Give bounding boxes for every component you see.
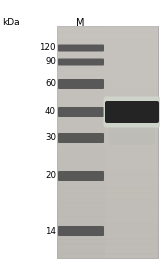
FancyBboxPatch shape — [105, 101, 159, 123]
FancyBboxPatch shape — [58, 79, 104, 89]
Bar — [57, 235, 158, 240]
Bar — [57, 54, 158, 59]
Bar — [57, 216, 158, 221]
Bar — [57, 119, 158, 124]
Bar — [57, 188, 158, 193]
Bar — [57, 49, 158, 54]
FancyBboxPatch shape — [104, 97, 160, 127]
Bar — [57, 40, 158, 45]
FancyBboxPatch shape — [58, 59, 104, 66]
Bar — [57, 244, 158, 249]
FancyBboxPatch shape — [58, 171, 104, 181]
Bar — [57, 26, 158, 31]
Bar — [109, 123, 155, 145]
Bar — [57, 91, 158, 96]
Bar — [57, 175, 158, 180]
Bar — [57, 31, 158, 36]
Bar — [57, 128, 158, 133]
Bar — [57, 226, 158, 231]
Bar — [57, 253, 158, 258]
Bar — [57, 198, 158, 203]
Bar — [57, 26, 158, 258]
Bar — [57, 35, 158, 40]
Bar — [57, 212, 158, 217]
Bar — [57, 156, 158, 161]
Bar — [57, 110, 158, 115]
Text: 14: 14 — [45, 227, 56, 235]
Bar — [57, 114, 158, 119]
Bar — [57, 142, 158, 147]
Bar — [57, 239, 158, 244]
Bar — [57, 86, 158, 91]
Text: 120: 120 — [40, 44, 56, 53]
Bar — [57, 73, 158, 77]
Bar — [57, 193, 158, 198]
Text: 60: 60 — [45, 80, 56, 89]
Bar — [105, 26, 158, 258]
Bar — [57, 161, 158, 166]
Bar — [57, 151, 158, 156]
Bar — [57, 221, 158, 226]
Bar — [57, 249, 158, 254]
Bar — [57, 133, 158, 138]
Bar — [57, 68, 158, 73]
Bar — [57, 202, 158, 207]
Text: 20: 20 — [45, 171, 56, 181]
Bar — [57, 207, 158, 212]
Bar — [57, 137, 158, 142]
Bar — [57, 230, 158, 235]
Bar — [57, 100, 158, 105]
Bar — [57, 105, 158, 110]
Text: 30: 30 — [45, 133, 56, 142]
Bar — [57, 59, 158, 64]
Bar — [57, 184, 158, 189]
Bar — [57, 124, 158, 128]
Text: 90: 90 — [45, 57, 56, 67]
Bar — [57, 170, 158, 175]
Text: M: M — [76, 18, 84, 28]
Bar — [57, 179, 158, 184]
Bar — [57, 45, 158, 50]
Bar — [57, 63, 158, 68]
FancyBboxPatch shape — [58, 107, 104, 117]
Text: 40: 40 — [45, 107, 56, 117]
Bar — [57, 165, 158, 170]
Bar — [57, 82, 158, 87]
FancyBboxPatch shape — [58, 226, 104, 236]
Bar — [57, 147, 158, 152]
FancyBboxPatch shape — [58, 45, 104, 52]
FancyBboxPatch shape — [58, 133, 104, 143]
Text: kDa: kDa — [2, 18, 20, 27]
Bar — [57, 96, 158, 101]
Bar — [57, 77, 158, 82]
